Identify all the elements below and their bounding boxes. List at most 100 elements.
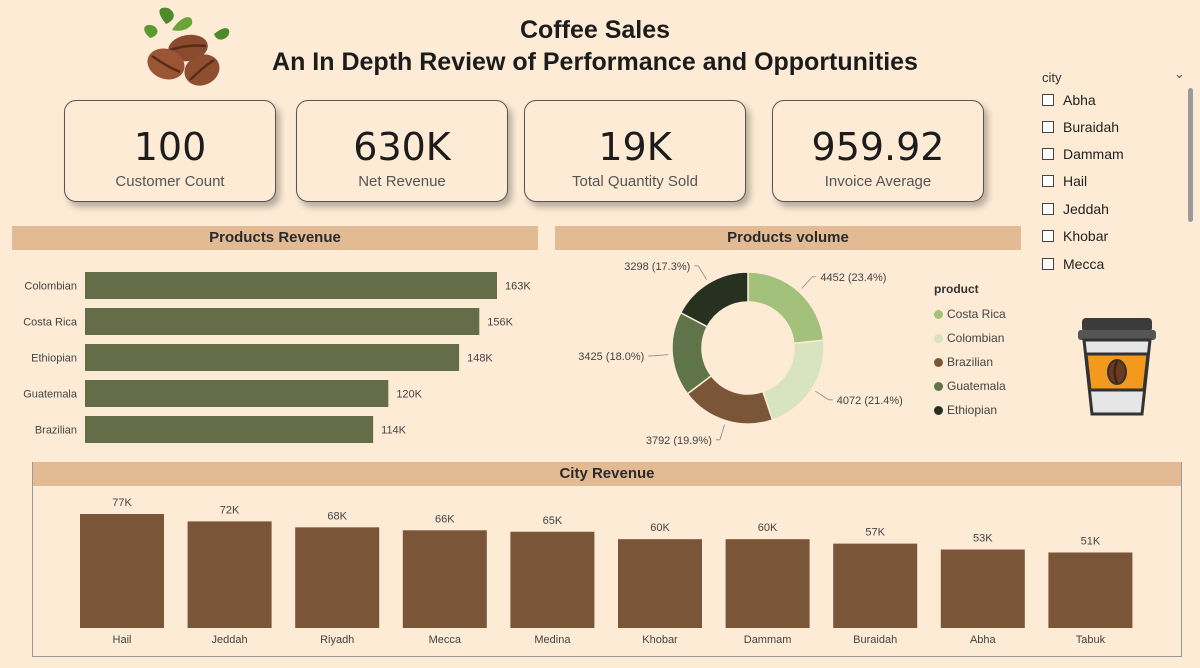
legend-item[interactable]: Colombian	[934, 326, 1006, 350]
data-label: 4452 (23.4%)	[820, 272, 886, 284]
bar[interactable]	[510, 531, 595, 628]
category-label: Hail	[113, 634, 132, 646]
leader-line	[648, 354, 669, 357]
products-revenue-header: Products Revenue	[12, 226, 538, 250]
data-label: 57K	[865, 527, 885, 539]
bar[interactable]	[85, 344, 460, 371]
slicer-item-mecca[interactable]: Mecca	[1042, 254, 1104, 274]
bar[interactable]	[85, 272, 497, 299]
category-label: Colombian	[24, 281, 77, 293]
city-slicer[interactable]: city ⌄ Abha Buraidah Dammam Hail Jeddah …	[1040, 66, 1192, 282]
kpi-label: Customer Count	[115, 173, 225, 190]
checkbox[interactable]	[1042, 203, 1054, 215]
checkbox[interactable]	[1042, 148, 1054, 160]
slicer-item-abha[interactable]: Abha	[1042, 90, 1096, 110]
leader-line	[694, 265, 707, 280]
legend-swatch	[934, 381, 943, 391]
bar[interactable]	[725, 539, 810, 628]
category-label: Jeddah	[212, 634, 248, 646]
slicer-item-buraidah[interactable]: Buraidah	[1042, 117, 1119, 137]
data-label: 51K	[1081, 535, 1101, 547]
products-volume-header: Products volume	[555, 226, 1021, 250]
leader-line	[815, 390, 833, 401]
legend-item[interactable]: Brazilian	[934, 350, 1006, 374]
kpi-value: 959.92	[811, 125, 945, 169]
bar[interactable]	[833, 543, 918, 628]
data-label: 156K	[487, 317, 513, 329]
slicer-item-hail[interactable]: Hail	[1042, 171, 1087, 191]
bar[interactable]	[85, 416, 374, 443]
bar[interactable]	[295, 527, 380, 628]
donut-slice[interactable]	[679, 271, 749, 328]
legend-label: Guatemala	[947, 379, 1006, 393]
bar[interactable]	[85, 308, 480, 335]
category-label: Dammam	[744, 634, 792, 646]
kpi-value: 19K	[598, 125, 672, 169]
slicer-item-jeddah[interactable]: Jeddah	[1042, 199, 1109, 219]
leader-line	[715, 424, 725, 441]
chevron-down-icon[interactable]: ⌄	[1174, 66, 1185, 81]
data-label: 72K	[220, 504, 240, 516]
checkbox[interactable]	[1042, 121, 1054, 133]
legend-label: Ethiopian	[947, 403, 998, 417]
data-label: 3792 (19.9%)	[646, 435, 712, 446]
category-label: Brazilian	[35, 425, 77, 437]
bar[interactable]	[1048, 552, 1133, 628]
checkbox[interactable]	[1042, 94, 1054, 106]
donut-slice[interactable]	[747, 271, 825, 345]
slicer-item-dammam[interactable]: Dammam	[1042, 144, 1124, 164]
leader-line	[801, 276, 817, 289]
legend-swatch	[934, 309, 943, 319]
checkbox[interactable]	[1042, 258, 1054, 270]
data-label: 148K	[467, 353, 493, 365]
bar[interactable]	[402, 530, 487, 628]
data-label: 4072 (21.4%)	[837, 395, 903, 407]
slicer-item-label: Mecca	[1063, 256, 1105, 272]
bar[interactable]	[618, 539, 702, 628]
legend-item[interactable]: Costa Rica	[934, 302, 1006, 326]
donut-slice[interactable]	[761, 339, 825, 421]
kpi-label: Invoice Average	[824, 173, 932, 190]
legend-label: Colombian	[947, 331, 1005, 345]
products-volume-chart: 4452 (23.4%) 4072 (21.4%) 3792 (19.9%) 3425…	[578, 261, 903, 446]
bar[interactable]	[85, 380, 389, 407]
data-label: 114K	[381, 425, 407, 437]
slicer-scrollbar[interactable]	[1188, 88, 1193, 222]
category-label: Mecca	[429, 634, 462, 646]
kpi-value: 630K	[353, 125, 451, 169]
category-label: Khobar	[642, 634, 678, 646]
legend-item[interactable]: Ethiopian	[934, 398, 1006, 422]
checkbox[interactable]	[1042, 175, 1054, 187]
data-label: 53K	[973, 533, 993, 545]
legend-swatch	[934, 333, 943, 343]
category-label: Guatemala	[23, 389, 78, 401]
kpi-customer-count: 100 Customer Count	[64, 100, 276, 202]
legend-swatch	[934, 405, 943, 415]
city-revenue-header: City Revenue	[33, 462, 1181, 486]
bar[interactable]	[80, 514, 164, 628]
legend-label: Brazilian	[947, 355, 994, 369]
legend-swatch	[934, 357, 943, 367]
legend-item[interactable]: Guatemala	[934, 374, 1006, 398]
kpi-total-quantity-sold: 19K Total Quantity Sold	[524, 100, 746, 202]
title-line-1: Coffee Sales	[519, 16, 671, 44]
slicer-item-label: Hail	[1063, 173, 1088, 189]
category-label: Costa Rica	[23, 317, 78, 329]
data-label: 66K	[435, 513, 455, 525]
slicer-item-label: Khobar	[1063, 228, 1109, 244]
kpi-invoice-average: 959.92 Invoice Average	[772, 100, 984, 202]
page-title: Coffee Sales An In Depth Review of Perfo…	[230, 14, 960, 78]
slicer-item-khobar[interactable]: Khobar	[1042, 226, 1108, 246]
checkbox[interactable]	[1042, 230, 1054, 242]
kpi-label: Total Quantity Sold	[572, 173, 698, 190]
slicer-item-label: Abha	[1063, 92, 1096, 108]
data-label: 120K	[396, 389, 422, 401]
slicer-item-label: Dammam	[1063, 146, 1124, 162]
data-label: 163K	[505, 281, 531, 293]
data-label: 77K	[112, 497, 132, 509]
category-label: Ethiopian	[31, 353, 77, 365]
bar[interactable]	[940, 549, 1025, 628]
bar[interactable]	[187, 521, 272, 628]
category-label: Medina	[534, 634, 571, 646]
legend-label: Costa Rica	[947, 307, 1006, 321]
